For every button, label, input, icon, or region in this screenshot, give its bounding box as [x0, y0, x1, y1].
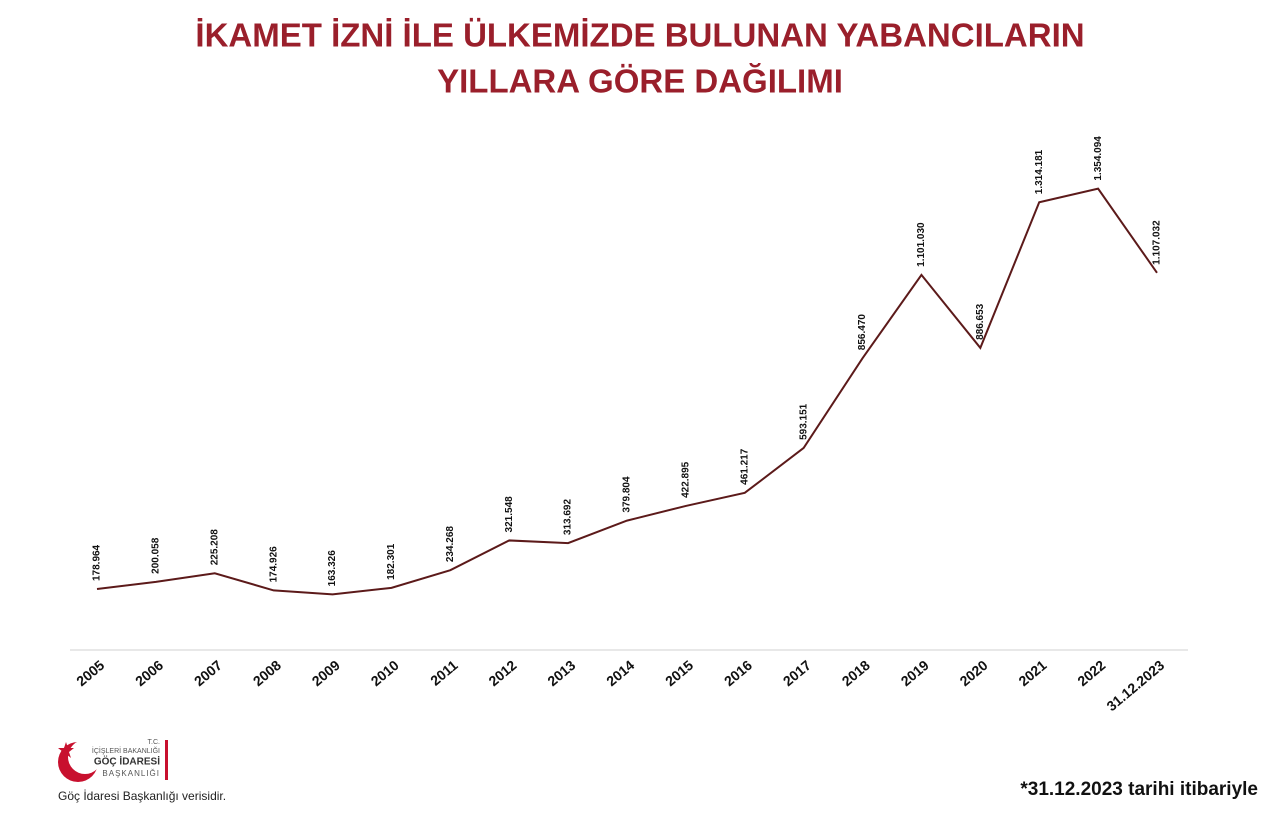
data-label: 593.151	[798, 403, 809, 440]
x-tick-label: 31.12.2023	[1103, 657, 1167, 714]
x-tick-label: 2021	[1015, 657, 1049, 689]
x-tick-label: 2015	[662, 657, 696, 689]
source: Göç İdaresi Başkanlığı verisidir.	[58, 789, 226, 803]
x-tick-label: 2014	[603, 657, 637, 689]
data-label: 225.208	[209, 529, 220, 566]
data-label: 321.548	[504, 496, 515, 533]
chart-title: İKAMET İZNİ İLE ÜLKEMİZDE BULUNAN YABANC…	[195, 17, 1084, 54]
data-label: 1.354.094	[1093, 136, 1104, 181]
data-label: 856.470	[857, 314, 868, 351]
data-label: 182.301	[386, 543, 397, 580]
x-tick-label: 2012	[485, 657, 519, 689]
data-label: 163.326	[327, 550, 338, 587]
data-label: 178.964	[92, 544, 103, 581]
x-tick-label: 2022	[1074, 657, 1108, 689]
x-tick-label: 2013	[544, 657, 578, 689]
x-tick-label: 2006	[132, 657, 166, 689]
line	[96, 187, 1158, 596]
logo-crescent-cut	[68, 740, 102, 774]
data-label: 422.895	[681, 461, 692, 498]
data-label: 174.926	[268, 546, 279, 583]
x-tick-label: 2017	[780, 657, 814, 689]
x-tick-label: 2011	[427, 657, 461, 689]
logo-text: T.C.	[148, 739, 161, 746]
logo-text: BAŞKANLIĞI	[102, 769, 160, 778]
data-label: 461.217	[739, 448, 750, 485]
logo: T.C. İÇİŞLERİ BAKANLIĞI GÖÇ İDARESİ BAŞK…	[58, 739, 168, 782]
x-tick-label: 2007	[191, 657, 225, 689]
x-tick-label: 2009	[309, 657, 343, 689]
x-tick-label: 2010	[368, 657, 402, 689]
logo-text: İÇİŞLERİ BAKANLIĞI	[92, 746, 160, 755]
logo-bar	[165, 740, 168, 780]
note: *31.12.2023 tarihi itibariyle	[1020, 779, 1258, 800]
logo-star	[58, 742, 74, 758]
chart-title: YILLARA GÖRE DAĞILIMI	[437, 63, 843, 100]
data-label: 234.268	[445, 526, 456, 563]
data-label: 1.101.030	[916, 222, 927, 267]
x-tick-label: 2008	[250, 657, 284, 689]
data-label: 886.653	[975, 303, 986, 340]
data-label: 313.692	[563, 499, 574, 536]
logo-text: GÖÇ İDARESİ	[94, 755, 160, 768]
x-tick-label: 2019	[898, 657, 932, 689]
data-label: 1.107.032	[1152, 220, 1163, 265]
data-label: 379.804	[622, 476, 633, 513]
x-tick-label: 2005	[73, 657, 107, 689]
data-label: 1.314.181	[1034, 149, 1045, 194]
x-tick-label: 2020	[956, 657, 990, 689]
x-tick-label: 2018	[839, 657, 873, 689]
x-tick-label: 2016	[721, 657, 755, 689]
data-label: 200.058	[151, 537, 162, 574]
